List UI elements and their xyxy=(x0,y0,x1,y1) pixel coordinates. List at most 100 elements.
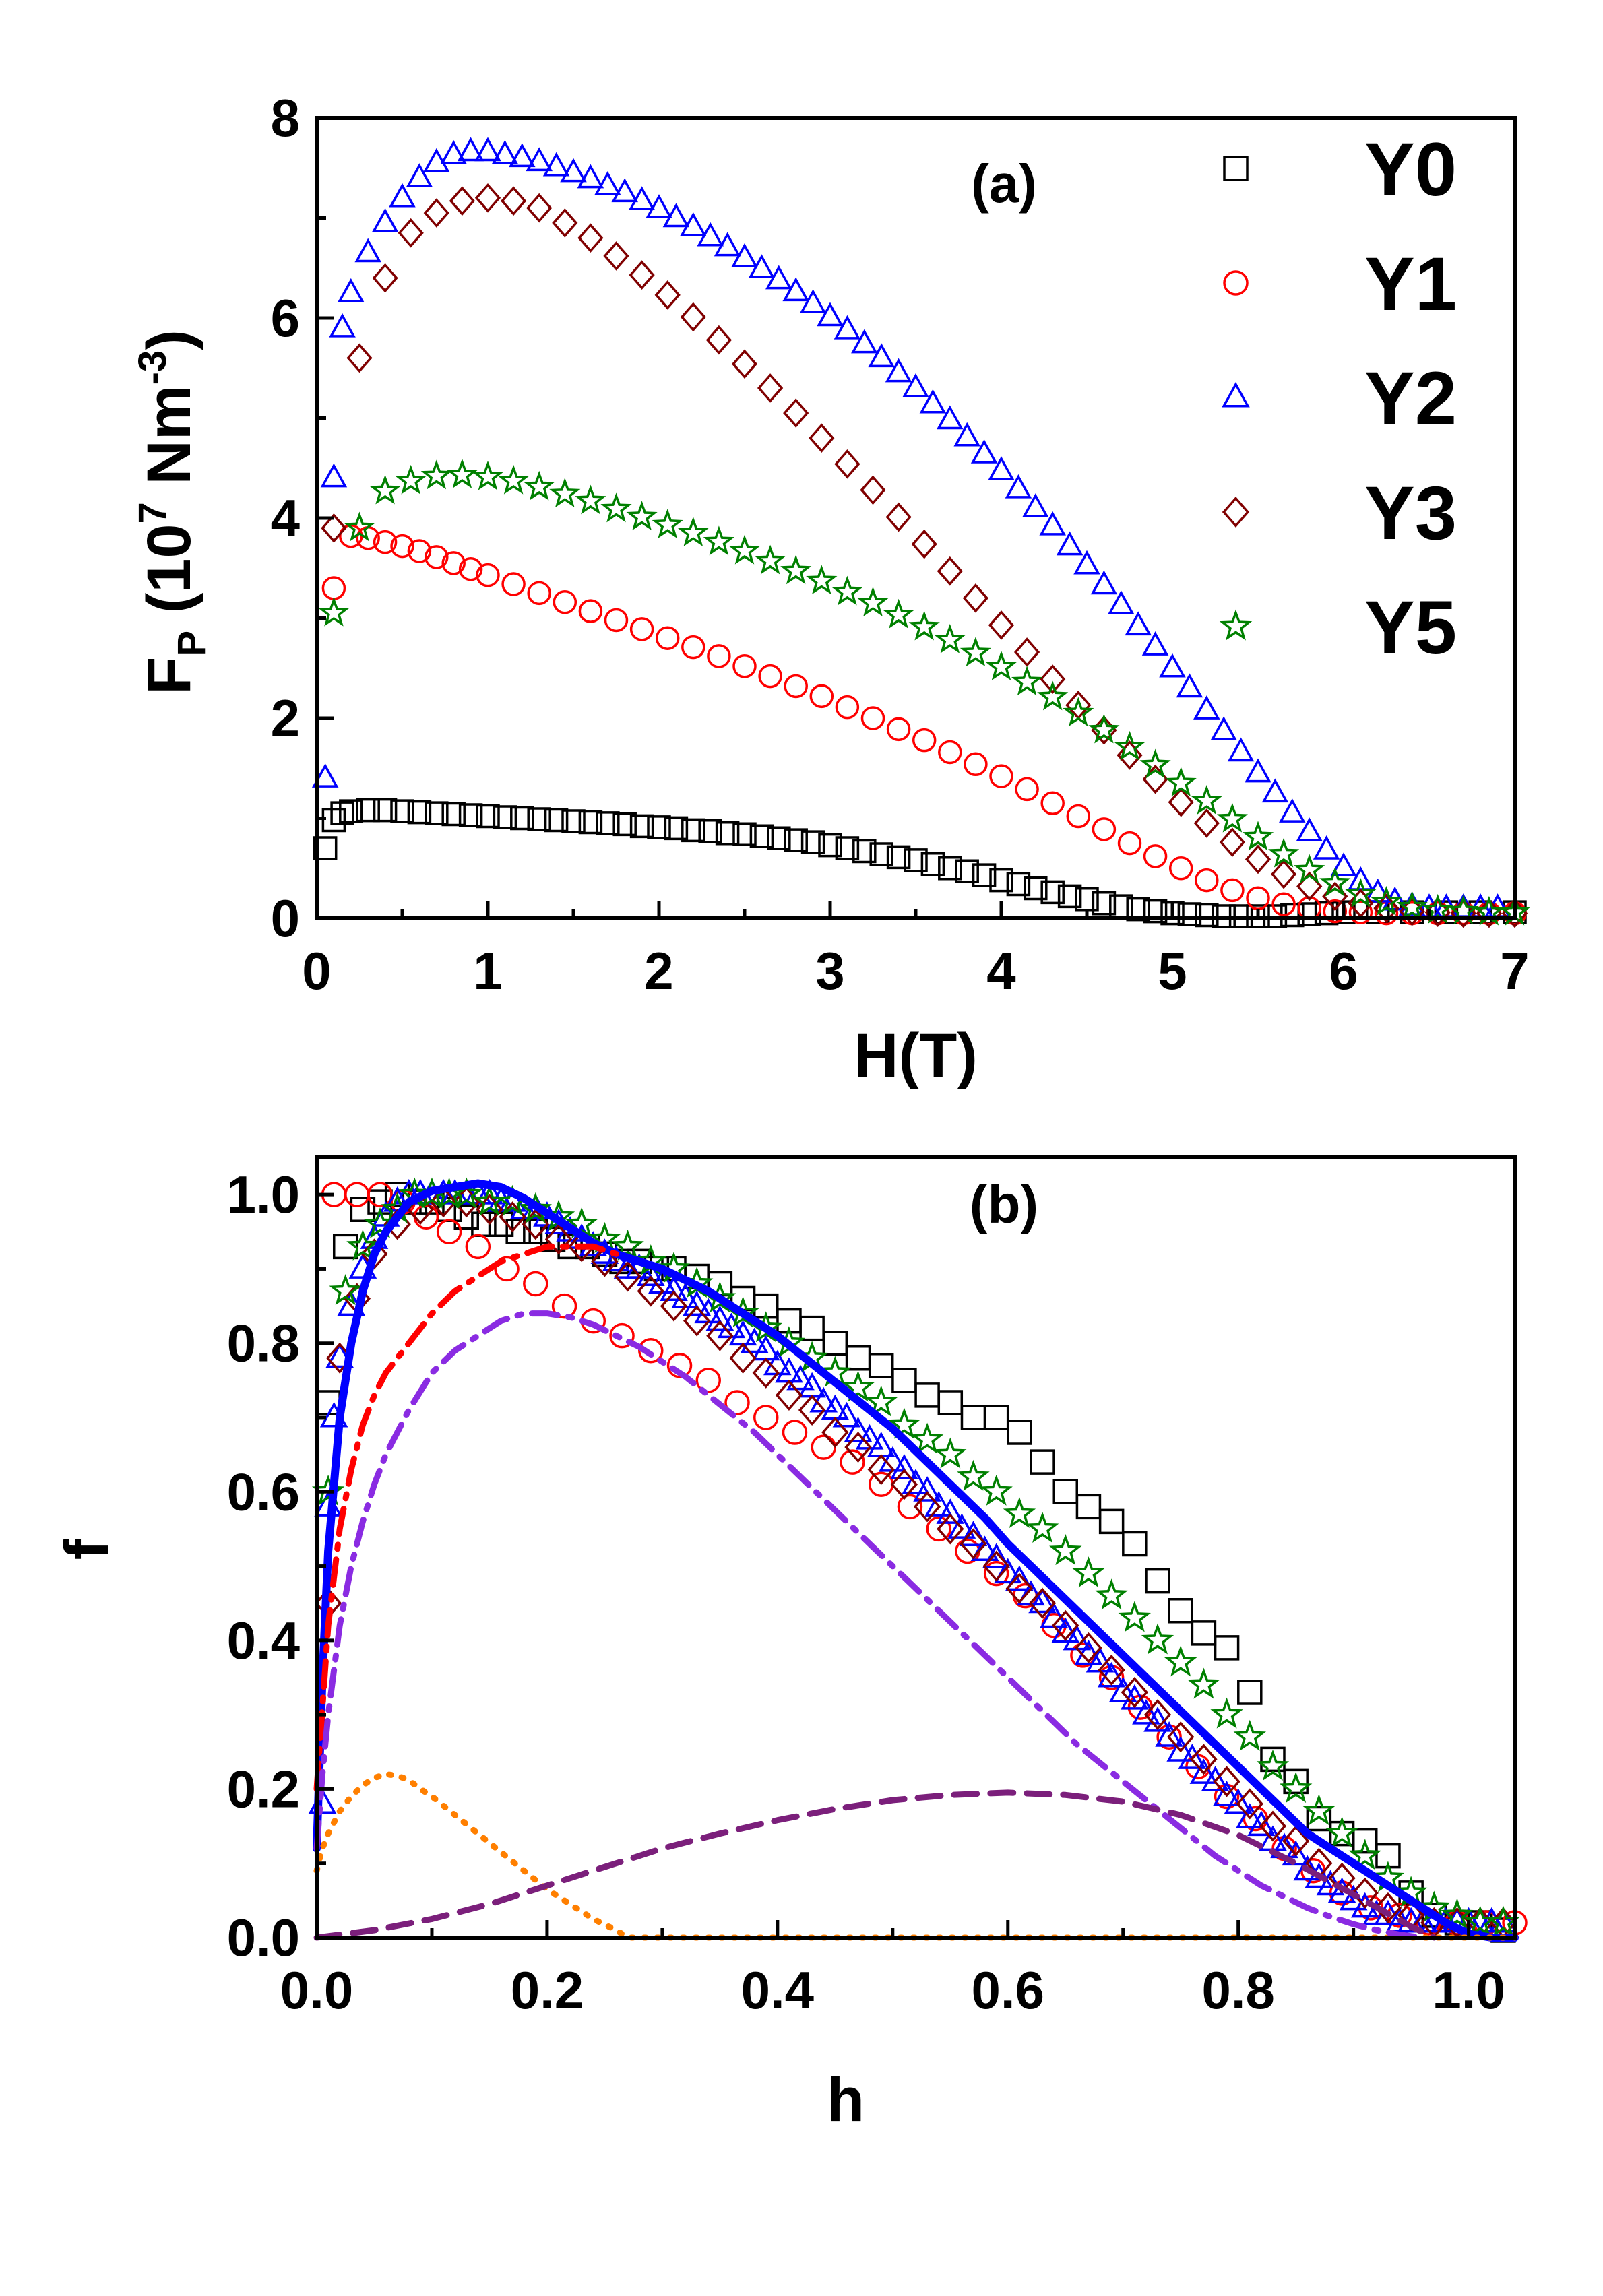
y-tick-label: 2 xyxy=(271,689,300,748)
data-point xyxy=(1143,1699,1172,1731)
legend-marker-y0 xyxy=(1223,156,1249,181)
data-point xyxy=(883,598,914,629)
data-point xyxy=(1245,758,1271,783)
data-point xyxy=(964,752,988,777)
data-point xyxy=(509,143,536,168)
data-point xyxy=(934,1437,967,1469)
data-point xyxy=(646,194,672,218)
data-point xyxy=(1066,804,1091,829)
data-point xyxy=(1270,859,1297,889)
data-point xyxy=(423,148,450,172)
data-point xyxy=(1164,1645,1197,1677)
data-point xyxy=(604,608,629,633)
x-tick-label: 4 xyxy=(986,941,1015,1000)
legend-label-y0: Y0 xyxy=(1364,127,1457,212)
data-point xyxy=(800,830,825,854)
data-point xyxy=(1219,827,1246,857)
data-point xyxy=(493,805,517,829)
panel-b-frame xyxy=(315,1155,1517,1940)
fit-curve-peak-4 xyxy=(313,1789,1437,1941)
data-point xyxy=(982,1543,1011,1569)
data-point xyxy=(596,811,620,835)
data-point xyxy=(732,822,757,847)
data-point xyxy=(1057,884,1082,909)
data-point xyxy=(754,544,786,575)
ylabel-subscript: P xyxy=(170,631,214,657)
data-point xyxy=(842,1370,875,1402)
data-point xyxy=(988,456,1015,480)
legend-marker-y1 xyxy=(1223,270,1249,296)
data-point xyxy=(458,803,483,827)
panel-b-ticks: 0.0 0.2 0.4 0.6 0.8 1.0 0.0 0.2 0.4 0.6 0.8 1.0 xyxy=(227,1165,1505,2020)
data-point xyxy=(1280,1771,1313,1803)
panel-a-ticks: 0 1 2 3 4 5 6 7 0 2 4 6 8 xyxy=(271,88,1530,1000)
data-point xyxy=(706,1320,734,1351)
data-point xyxy=(1155,1721,1183,1747)
data-point xyxy=(519,1192,552,1223)
data-point xyxy=(1339,1884,1368,1911)
data-point xyxy=(1072,1556,1105,1588)
data-point xyxy=(860,475,886,505)
data-point xyxy=(1259,1810,1287,1842)
data-point xyxy=(465,1234,491,1260)
data-point xyxy=(1114,730,1145,761)
panel-a-y-axis-title: FP (107 Nm-3) xyxy=(131,329,214,695)
data-point xyxy=(1005,1565,1034,1591)
data-point xyxy=(1256,1749,1290,1781)
data-point xyxy=(732,654,757,678)
data-point xyxy=(1271,892,1296,916)
data-point xyxy=(344,1182,370,1207)
data-point xyxy=(475,1178,504,1205)
panel-a-legend: Y0 Y1 Y2 Y3 Y5 xyxy=(1219,127,1457,670)
data-point xyxy=(938,856,962,881)
data-point xyxy=(757,373,784,403)
data-point xyxy=(446,458,478,488)
data-point xyxy=(1125,611,1152,636)
data-point xyxy=(1168,1597,1193,1624)
data-point xyxy=(902,373,929,397)
data-point xyxy=(1195,868,1219,893)
data-point xyxy=(560,158,587,183)
data-point xyxy=(395,464,427,495)
data-point xyxy=(666,1353,693,1378)
data-point xyxy=(1075,1632,1102,1663)
panel-b-label: (b) xyxy=(970,1174,1038,1234)
data-point xyxy=(1396,891,1428,921)
data-point xyxy=(1037,680,1069,711)
data-point xyxy=(311,763,339,788)
data-point xyxy=(609,1322,635,1349)
data-point xyxy=(1214,1635,1240,1661)
data-point xyxy=(707,644,731,668)
x-tick-label: 1 xyxy=(473,941,502,1000)
data-point xyxy=(1210,1697,1243,1729)
data-point xyxy=(1143,844,1168,868)
data-point xyxy=(934,623,966,653)
data-point xyxy=(1212,1781,1241,1806)
data-point xyxy=(784,828,808,852)
data-point xyxy=(914,1382,940,1408)
data-point xyxy=(321,576,346,600)
data-point xyxy=(782,1420,808,1445)
series-y3 xyxy=(321,183,1528,928)
y-tick-label: 0.4 xyxy=(227,1611,300,1670)
data-point xyxy=(835,836,860,860)
data-point xyxy=(1227,737,1255,762)
data-point xyxy=(731,243,758,267)
data-point xyxy=(390,534,414,559)
data-point xyxy=(1117,831,1142,856)
x-tick-label: 5 xyxy=(1158,941,1187,1000)
data-point xyxy=(592,1241,618,1267)
data-point xyxy=(835,695,860,720)
data-point xyxy=(818,833,842,858)
data-point xyxy=(1167,1721,1195,1753)
data-point xyxy=(407,539,432,563)
data-point xyxy=(913,1491,941,1523)
data-point xyxy=(1193,808,1220,838)
data-point xyxy=(844,1432,872,1463)
data-point xyxy=(1195,903,1219,928)
data-point xyxy=(406,163,433,187)
data-point xyxy=(425,801,449,825)
data-point xyxy=(1039,511,1066,536)
data-point xyxy=(1331,900,1356,924)
data-point xyxy=(1143,899,1168,924)
